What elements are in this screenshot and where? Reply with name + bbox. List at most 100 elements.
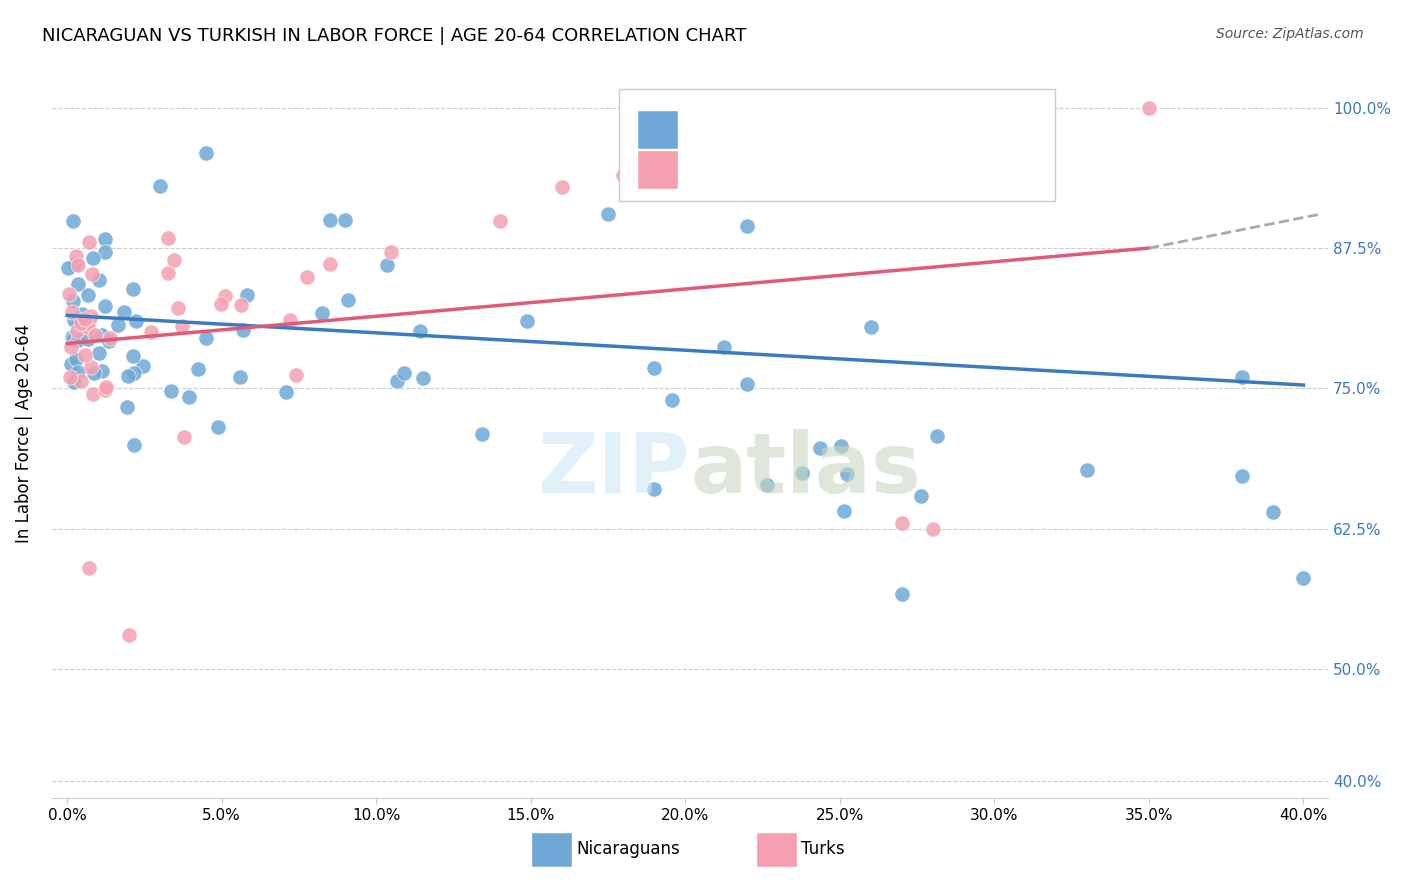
Point <box>82 251 104 265</box>
Point <box>122 366 145 380</box>
Text: Turks: Turks <box>801 840 845 858</box>
Point <box>67 365 90 379</box>
Point <box>612 169 634 183</box>
Point <box>229 369 252 384</box>
Point <box>65 249 87 263</box>
Text: 72: 72 <box>890 115 917 135</box>
Point <box>661 393 683 408</box>
Point <box>810 441 832 455</box>
Point <box>756 478 779 492</box>
Point <box>832 504 855 518</box>
Point <box>122 437 145 451</box>
Point <box>62 214 84 228</box>
Point <box>209 297 232 311</box>
Point <box>412 371 434 385</box>
Point <box>835 467 858 482</box>
Point <box>380 245 402 260</box>
Point <box>69 316 91 330</box>
Point <box>59 370 82 384</box>
Point <box>921 145 943 159</box>
Point <box>76 319 98 334</box>
Point <box>94 232 117 246</box>
Point <box>207 419 229 434</box>
Point <box>643 483 665 497</box>
Point <box>229 297 252 311</box>
Point <box>195 145 218 160</box>
Point <box>890 587 912 601</box>
Point <box>62 332 84 346</box>
Point <box>75 312 97 326</box>
Point <box>67 333 90 347</box>
Text: R =: R = <box>685 155 727 175</box>
Text: -0.135: -0.135 <box>735 115 804 135</box>
Point <box>83 327 105 342</box>
Text: NICARAGUAN VS TURKISH IN LABOR FORCE | AGE 20-64 CORRELATION CHART: NICARAGUAN VS TURKISH IN LABOR FORCE | A… <box>42 27 747 45</box>
Point <box>94 245 117 260</box>
Point <box>90 364 112 378</box>
Point <box>69 374 91 388</box>
Point <box>66 259 89 273</box>
Point <box>179 391 201 405</box>
Text: N =: N = <box>844 115 887 135</box>
Point <box>97 334 120 348</box>
Point <box>375 258 398 272</box>
Point <box>278 313 301 327</box>
Point <box>983 102 1005 116</box>
Point <box>76 316 98 330</box>
Point <box>91 328 114 343</box>
Point <box>77 235 100 250</box>
Point <box>319 257 342 271</box>
Y-axis label: In Labor Force | Age 20-64: In Labor Force | Age 20-64 <box>15 324 32 543</box>
Point <box>173 430 195 444</box>
Point <box>214 289 236 303</box>
Point <box>673 169 696 183</box>
Point <box>516 314 538 328</box>
Point <box>385 374 408 388</box>
Point <box>172 319 194 334</box>
Point <box>394 366 416 380</box>
Point <box>77 315 100 329</box>
Point <box>284 368 307 382</box>
Point <box>1137 23 1160 37</box>
Point <box>82 387 104 401</box>
Point <box>713 339 735 353</box>
Point <box>232 323 254 337</box>
Point <box>115 401 138 415</box>
Point <box>59 340 82 354</box>
Point <box>94 299 117 313</box>
Point <box>550 180 572 194</box>
Point <box>117 369 139 384</box>
Point <box>156 231 179 245</box>
Point <box>63 257 86 271</box>
Point <box>159 384 181 398</box>
Point <box>910 489 932 503</box>
Point <box>236 288 259 302</box>
Point <box>83 366 105 380</box>
Point <box>489 213 512 227</box>
Point <box>409 324 432 338</box>
Point <box>87 345 110 359</box>
Point <box>66 315 89 329</box>
Point <box>66 324 89 338</box>
Point <box>58 287 80 301</box>
Point <box>87 273 110 287</box>
Text: Nicaraguans: Nicaraguans <box>576 840 681 858</box>
Point <box>80 310 103 324</box>
Text: R =: R = <box>685 115 727 135</box>
Point <box>94 383 117 397</box>
Point <box>830 439 852 453</box>
Point <box>1076 462 1098 476</box>
Point <box>77 287 100 301</box>
Point <box>98 331 121 345</box>
Point <box>1137 101 1160 115</box>
Text: 46: 46 <box>890 155 917 175</box>
Point <box>122 349 145 363</box>
Point <box>276 385 298 400</box>
Text: atlas: atlas <box>690 429 921 510</box>
Point <box>72 307 94 321</box>
Point <box>195 331 218 345</box>
Point <box>890 516 912 530</box>
Point <box>643 361 665 376</box>
Point <box>118 628 141 642</box>
Point <box>65 351 87 366</box>
